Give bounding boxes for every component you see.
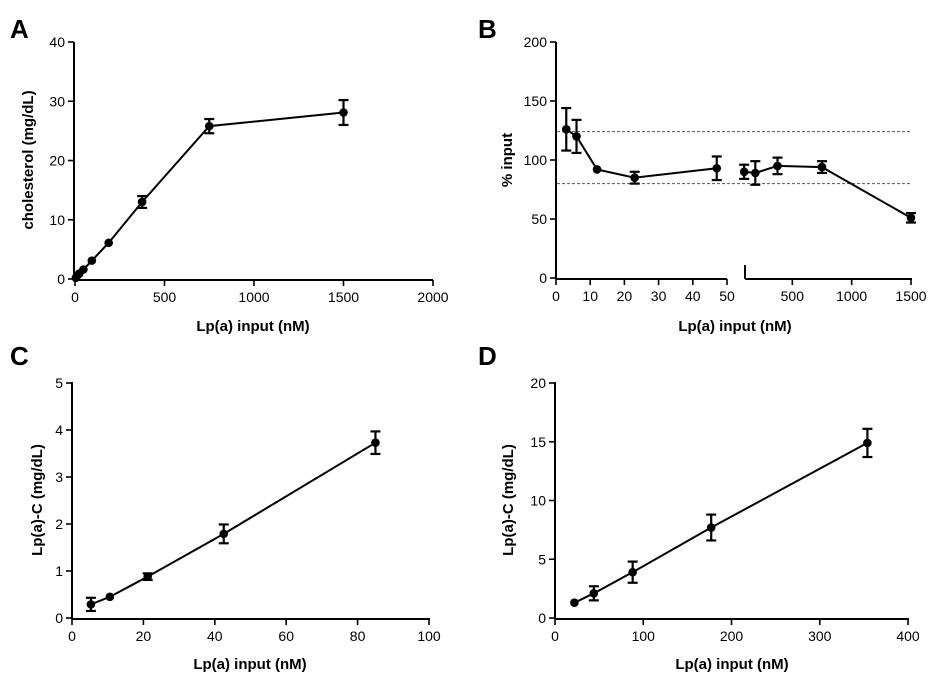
panel-b-x-tick-label-4: 40 xyxy=(685,288,701,304)
panel-b-x-tick-label-1: 10 xyxy=(582,288,598,304)
panel-b-segment-2-data-point-3 xyxy=(817,162,827,172)
panel-c-x-tick-label-3: 60 xyxy=(278,628,294,644)
panel-c-x-tick-label-0: 0 xyxy=(68,628,76,644)
panel-b-y-tick-label-0: 0 xyxy=(539,270,547,286)
panel-d-data-point-0 xyxy=(570,598,579,608)
panel-d-series-line xyxy=(573,442,868,604)
panel-a-y-axis-label: cholesterol (mg/dL) xyxy=(20,90,37,229)
panel-c-x-tick-label-2: 40 xyxy=(207,628,223,644)
panel-d-x-tick-label-1: 100 xyxy=(632,628,656,644)
panel-c-y-tick-label-2: 2 xyxy=(55,516,63,532)
panel-c-y-axis-label: Lp(a)-C (mg/dL) xyxy=(29,444,46,556)
panel-b-x-axis-label: Lp(a) input (nM) xyxy=(678,318,791,335)
panel-letter-b: B xyxy=(478,14,497,44)
panel-c-y-tick-label-4: 4 xyxy=(55,422,63,438)
panel-b-y-axis-label: % input xyxy=(499,133,516,187)
panel-b-x-tick-label-6: 500 xyxy=(781,288,805,304)
panel-b-segment-2-data-point-1 xyxy=(751,168,760,178)
panel-c-data-point-0 xyxy=(86,600,96,609)
panel-a-x-tick-label-3: 1500 xyxy=(328,289,359,305)
panel-c-data-point-1 xyxy=(105,592,115,602)
panel-a-y-tick-label-3: 30 xyxy=(49,93,65,109)
panel-d-y-tick-label-0: 0 xyxy=(538,610,546,626)
panel-a-x-tick-label-2: 1000 xyxy=(238,289,269,305)
panel-c: C Lp(a) input (nM) Lp(a)-C (mg/dL) 0 1 2 3 4… xyxy=(10,341,441,673)
panel-d-y-tick-label-3: 15 xyxy=(530,434,546,450)
panel-b-segment-2-data-point-0 xyxy=(739,167,749,177)
panel-c-data-point-3 xyxy=(219,529,229,539)
panel-a-y-tick-label-1: 10 xyxy=(49,212,65,228)
panel-b-segment-2-series-line xyxy=(744,164,912,219)
panel-b-y-tick-label-4: 200 xyxy=(524,34,548,50)
panel-a-data-point-8 xyxy=(339,108,348,117)
panel-a-data-point-4 xyxy=(87,256,97,265)
panel-b: B Lp(a) input (nM) % input 0 50 100 150 200 0… xyxy=(478,14,927,335)
panel-d-data-point-2 xyxy=(628,567,637,577)
panel-a-x-tick-label-0: 0 xyxy=(71,289,79,305)
panel-c-y-tick-label-3: 3 xyxy=(55,469,63,485)
panel-b-x-tick-label-3: 30 xyxy=(651,288,667,304)
panel-b-x-tick-label-5: 50 xyxy=(719,288,735,304)
panel-b-segment-1-series-line xyxy=(565,128,717,179)
panel-c-data-point-4 xyxy=(371,438,380,447)
panel-a-series-line xyxy=(75,111,344,279)
panel-c-y-tick-label-0: 0 xyxy=(55,610,63,626)
panel-d-data-point-3 xyxy=(706,523,716,532)
panel-d-y-axis-label: Lp(a)-C (mg/dL) xyxy=(500,444,517,556)
panel-c-series-line xyxy=(90,441,376,606)
panel-a-x-tick-label-1: 500 xyxy=(153,289,177,305)
panel-d: D Lp(a) input (nM) Lp(a)-C (mg/dL) 0 5 10 1… xyxy=(478,341,920,673)
panel-b-x-tick-label-7: 1000 xyxy=(836,288,867,304)
panel-a-data-point-3 xyxy=(79,265,88,274)
panel-b-segment-2-data-point-4 xyxy=(906,213,916,223)
panel-b-y-tick-label-1: 50 xyxy=(531,211,547,227)
panel-a-x-axis-label: Lp(a) input (nM) xyxy=(196,318,309,335)
panel-b-x-tick-label-0: 0 xyxy=(552,288,560,304)
panel-a-y-tick-label-4: 40 xyxy=(49,34,65,50)
panel-d-x-tick-label-0: 0 xyxy=(551,628,559,644)
panel-d-y-tick-label-2: 10 xyxy=(530,493,546,509)
panel-a-x-tick-label-4: 2000 xyxy=(417,289,448,305)
panel-a-data-point-7 xyxy=(204,121,214,131)
panel-b-y-tick-label-3: 150 xyxy=(524,93,548,109)
panel-a-y-tick-label-2: 20 xyxy=(49,153,65,169)
panel-letter-d: D xyxy=(478,341,497,371)
panel-c-x-tick-label-5: 100 xyxy=(417,628,441,644)
panel-letter-c: C xyxy=(10,341,29,371)
panel-d-y-tick-label-1: 5 xyxy=(538,551,546,567)
panel-d-data-point-1 xyxy=(589,589,599,598)
panel-d-x-tick-label-3: 300 xyxy=(808,628,832,644)
panel-b-y-tick-label-2: 100 xyxy=(524,152,548,168)
panel-b-segment-1-data-point-4 xyxy=(712,163,722,173)
panel-b-segment-1-data-point-0 xyxy=(561,125,571,134)
panel-b-x-tick-label-8: 1500 xyxy=(895,288,926,304)
panel-b-segment-1-data-point-1 xyxy=(572,132,581,141)
panel-a: A Lp(a) input (nM) cholesterol (mg/dL) 0… xyxy=(10,14,449,335)
panel-d-x-tick-label-2: 200 xyxy=(720,628,744,644)
panel-b-segment-2-data-point-2 xyxy=(773,161,782,171)
panel-d-x-tick-label-4: 400 xyxy=(896,628,920,644)
panel-b-segment-1-data-point-3 xyxy=(630,173,639,182)
panel-d-x-axis-label: Lp(a) input (nM) xyxy=(675,656,788,673)
panel-d-data-point-4 xyxy=(863,438,872,448)
panel-a-data-point-5 xyxy=(104,238,113,248)
panel-c-x-axis-label: Lp(a) input (nM) xyxy=(193,656,306,673)
panel-c-x-tick-label-1: 20 xyxy=(136,628,152,644)
panel-a-data-point-6 xyxy=(137,197,147,207)
panel-a-y-tick-label-0: 0 xyxy=(57,271,65,287)
panel-c-x-tick-label-4: 80 xyxy=(350,628,366,644)
panel-d-y-tick-label-4: 20 xyxy=(530,375,546,391)
panel-c-y-tick-label-1: 1 xyxy=(55,563,63,579)
panel-b-segment-1-data-point-2 xyxy=(592,165,602,174)
panel-b-x-tick-label-2: 20 xyxy=(617,288,633,304)
panel-letter-a: A xyxy=(10,14,29,44)
panel-c-y-tick-label-5: 5 xyxy=(55,375,63,391)
panel-c-data-point-2 xyxy=(143,572,152,581)
